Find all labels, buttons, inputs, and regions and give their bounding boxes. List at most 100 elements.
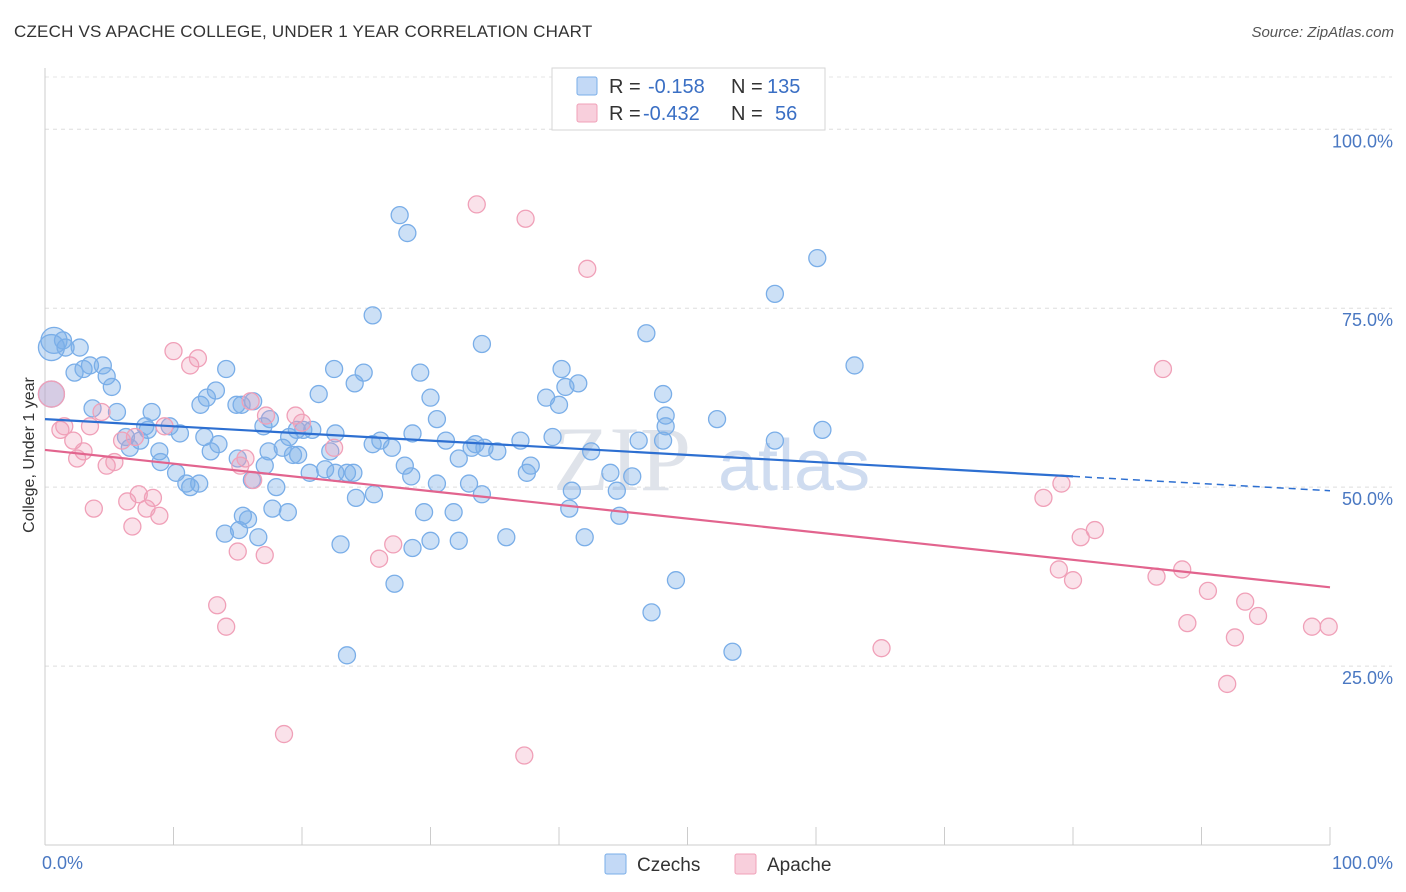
bottom-legend-swatch-apache (734, 853, 757, 875)
legend-r-value-apache: -0.432 (643, 103, 700, 125)
apache-point (241, 392, 260, 411)
czechs-point (344, 463, 363, 482)
apache-point (74, 442, 93, 461)
apache-point (516, 209, 535, 228)
czechs-point (278, 503, 298, 522)
czechs-point (232, 395, 251, 414)
apache-point (118, 492, 137, 511)
apache-point (1063, 571, 1083, 590)
x-tick-label-max: 100.0% (1332, 853, 1393, 873)
chart-title: CZECH VS APACHE COLLEGE, UNDER 1 YEAR CO… (14, 22, 593, 41)
x-tick-label-min: 0.0% (42, 853, 83, 873)
apache-point (164, 341, 183, 361)
watermark: ZIP atlas (553, 408, 870, 510)
czechs-point (560, 499, 579, 518)
apache-point (1236, 592, 1255, 611)
czechs-point (93, 356, 112, 375)
czechs-point (263, 499, 282, 518)
bottom-legend-label-apache: Apache (767, 855, 831, 876)
czechs-point (581, 442, 601, 461)
czechs-point (191, 395, 210, 414)
apache-point (274, 724, 294, 744)
apache-point (92, 402, 111, 422)
apache-point (55, 417, 74, 436)
czechs-point (181, 477, 200, 497)
czechs-point (209, 435, 228, 454)
apache-point (578, 259, 597, 278)
czechs-point (382, 438, 402, 457)
czechs-point (56, 338, 75, 357)
legend-n-value-apache: 56 (775, 103, 797, 125)
czechs-point (601, 463, 620, 482)
czechs-point (444, 503, 463, 522)
czechs-point (385, 574, 404, 593)
apache-point (1034, 488, 1053, 508)
czechs-point (288, 445, 308, 465)
czechs-point (411, 363, 430, 382)
axes (44, 68, 1331, 846)
czechs-point (707, 409, 727, 429)
apache-point (217, 617, 236, 636)
legend-n-label-apache: N = (731, 103, 763, 125)
czechs-point (421, 388, 440, 407)
apache-point (872, 639, 891, 658)
apache-point (1248, 606, 1268, 626)
bottom-legend: Czechs Apache (604, 853, 831, 876)
czechs-point (267, 477, 286, 497)
czechs-point (249, 528, 268, 547)
czechs-point (102, 377, 121, 397)
apache-point (255, 545, 274, 565)
y-axis-title: College, Under 1 year (21, 377, 38, 533)
czechs-point (364, 485, 384, 504)
czechs-point (120, 438, 139, 457)
czechs-point (403, 424, 422, 443)
y-tick-label: 25.0% (1342, 668, 1393, 688)
apache-point (37, 380, 66, 408)
czechs-point (402, 467, 421, 486)
apache-point (129, 485, 148, 504)
czechs-point (459, 474, 479, 493)
czechs-point (552, 359, 571, 379)
apache-point (324, 438, 344, 457)
apache-point (1198, 581, 1218, 601)
czechs-point (414, 503, 434, 522)
legend-r-label-czechs: R = (609, 76, 641, 98)
czechs-trend-extension (1072, 475, 1331, 492)
apache-point (143, 488, 163, 508)
czechs-point (70, 338, 89, 357)
czechs-point (549, 395, 569, 414)
apache-point (84, 499, 103, 518)
czechs-point (215, 524, 235, 543)
apache-point (125, 427, 145, 447)
czechs-point (427, 409, 447, 429)
apache-point (369, 549, 389, 568)
apache-point (181, 356, 200, 375)
source-label: Source: ZipAtlas.com (1251, 24, 1394, 41)
czechs-point (642, 603, 661, 622)
czechs-point (521, 456, 540, 475)
czechs-point (97, 367, 116, 386)
y-tick-label: 50.0% (1342, 489, 1393, 509)
trend-lines (44, 418, 1331, 589)
watermark-zip: ZIP (553, 408, 691, 510)
apache-point (244, 470, 263, 490)
apache-point (1319, 617, 1338, 636)
apache-point (292, 413, 312, 432)
apache-point (123, 517, 142, 536)
czechs-point (83, 399, 102, 418)
czechs-point (331, 535, 350, 554)
czechs-point (653, 431, 673, 450)
apache-trend-line (44, 448, 1331, 589)
apache-point (256, 406, 276, 425)
czechs-point (273, 438, 292, 457)
czechs-point (107, 402, 127, 422)
apache-point (188, 349, 208, 368)
grid-lines (45, 76, 1392, 667)
y-tick-label: 75.0% (1342, 310, 1393, 330)
tick-labels: 25.0% 50.0% 75.0% 100.0% 0.0% 100.0% (42, 131, 1393, 873)
czechs-point (206, 381, 226, 400)
czechs-trend-line (44, 418, 1074, 478)
apache-point (1218, 674, 1237, 694)
czechs-point (637, 324, 656, 343)
czechs-point (607, 481, 626, 500)
